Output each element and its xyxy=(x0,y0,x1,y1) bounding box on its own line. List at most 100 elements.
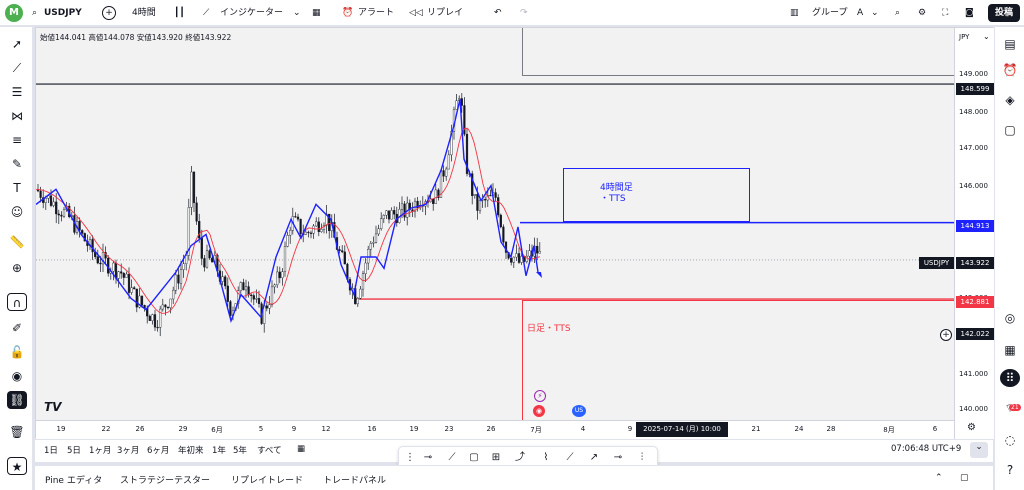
notifications-icon[interactable]: ◌ xyxy=(1004,433,1016,447)
emoji-icon[interactable]: ☺ xyxy=(10,205,24,219)
time-axis[interactable]: 192226296月5912161923267月4914182124288月6 … xyxy=(36,420,954,439)
pattern-icon[interactable]: ⋈ xyxy=(11,109,23,123)
undo-icon[interactable]: ↶ xyxy=(494,8,502,18)
apps-grid-icon[interactable]: ⠿ xyxy=(1000,369,1020,387)
scale-settings-icon[interactable]: ⚙ xyxy=(967,422,976,433)
fib-icon[interactable]: ≡ xyxy=(11,133,23,147)
indicators-icon[interactable]: ⟋ xyxy=(203,8,210,18)
interval-button[interactable]: 4時間 xyxy=(132,8,156,18)
chevron-down-icon[interactable]: ⌄ xyxy=(871,8,879,18)
ray-tool-icon[interactable]: ⊸ xyxy=(423,452,433,463)
footer-tab[interactable]: Pine エディタ xyxy=(45,476,103,486)
alert-button[interactable]: アラート xyxy=(358,8,395,18)
group-button[interactable]: グループ xyxy=(812,8,848,18)
layers-icon[interactable]: ◈ xyxy=(1005,93,1015,107)
ruler-icon[interactable]: 📏 xyxy=(9,235,25,249)
candle-body xyxy=(447,154,450,170)
trendline-tool-icon[interactable]: ⟋ xyxy=(448,452,456,463)
text-icon[interactable]: T xyxy=(13,181,21,195)
hline-tool-icon[interactable]: ⊸ xyxy=(613,452,623,463)
range-button[interactable]: 5年 xyxy=(233,446,247,456)
vline-tool-icon[interactable]: ⫶ xyxy=(640,452,644,463)
footer-tab[interactable]: トレードパネル xyxy=(323,476,387,486)
range-button[interactable]: すべて xyxy=(257,446,282,456)
grid-tool-icon[interactable]: ⊞ xyxy=(491,452,501,463)
symbol-button[interactable]: USDJPY xyxy=(44,8,82,18)
alerts-clock-icon[interactable]: ⏰ xyxy=(1002,63,1018,77)
help-icon[interactable]: ? xyxy=(1006,463,1014,477)
polyline-tool-icon[interactable]: ⌇ xyxy=(543,452,549,463)
favorites-star-icon[interactable]: ★ xyxy=(7,457,27,475)
drag-handle-icon[interactable]: ⋮ xyxy=(405,452,415,463)
camera-icon[interactable]: ◙ xyxy=(965,8,974,18)
indicators-button[interactable]: インジケーター xyxy=(220,8,284,18)
currency-label[interactable]: JPY xyxy=(959,33,970,41)
settings-gear-icon[interactable]: ⚙ xyxy=(918,8,927,18)
range-button[interactable]: 年初来 xyxy=(178,446,204,456)
earnings-event-icon[interactable]: ◉ xyxy=(533,405,545,417)
redo-icon[interactable]: ↷ xyxy=(520,8,528,18)
annotation-daily-text: 日足・TTS xyxy=(527,324,571,334)
candle-body xyxy=(60,214,63,217)
arrow-tool-icon[interactable]: ↗ xyxy=(589,452,599,463)
plot-area[interactable]: 始値144.041 高値144.078 安値143.920 終値143.922 … xyxy=(35,28,954,420)
crosshair-add-icon[interactable]: + xyxy=(940,329,952,341)
watchlist-icon[interactable]: ▤ xyxy=(1004,37,1016,51)
magnet-icon[interactable]: ∩ xyxy=(7,293,27,311)
footer-tab[interactable]: リプレイトレード xyxy=(231,476,304,486)
range-button[interactable]: 3ヶ月 xyxy=(117,446,140,456)
eye-icon[interactable]: ◉ xyxy=(11,369,23,383)
maximize-panel-icon[interactable]: ⌃ xyxy=(935,473,943,483)
fullscreen-icon[interactable]: ⛶ xyxy=(942,8,949,18)
layout-letter[interactable]: A xyxy=(857,8,864,18)
compare-add-icon[interactable]: + xyxy=(102,6,116,20)
link-icon[interactable]: ⛓ xyxy=(7,391,27,409)
range-button[interactable]: 5日 xyxy=(67,446,81,456)
dividend-event-icon[interactable]: ⚡ xyxy=(534,390,546,402)
calendar-icon[interactable]: ▦ xyxy=(1004,343,1016,357)
clock-text[interactable]: 07:06:48 UTC+9 xyxy=(891,444,962,454)
candle-body xyxy=(309,232,313,234)
annotation-box-4h[interactable]: 4時間足 ・TTS xyxy=(563,168,750,222)
zoom-in-icon[interactable]: ⊕ xyxy=(11,261,23,275)
collapse-icon[interactable]: ⌄ xyxy=(970,442,988,458)
rectangle-tool-icon[interactable]: ▢ xyxy=(469,452,479,463)
price-level-label: 147.000 xyxy=(959,144,988,152)
trendline-icon[interactable]: ⟋ xyxy=(12,61,22,75)
prior-range-box[interactable] xyxy=(522,28,954,76)
horizontal-lines-icon[interactable]: ☰ xyxy=(11,85,23,99)
profile-avatar[interactable]: M xyxy=(5,4,23,22)
goto-date-icon[interactable]: ▦ xyxy=(297,444,306,454)
range-button[interactable]: 6ヶ月 xyxy=(147,446,170,456)
cursor-icon[interactable]: ➚ xyxy=(11,37,23,51)
path-tool-icon[interactable]: ⤴ xyxy=(515,452,525,463)
brush-icon[interactable]: ✎ xyxy=(11,157,23,171)
lock-icon[interactable]: 🔓 xyxy=(9,345,25,359)
expand-panel-icon[interactable]: ▢ xyxy=(960,473,969,483)
replay-button[interactable]: リプレイ xyxy=(427,8,464,18)
quick-search-icon[interactable]: ⌕ xyxy=(895,8,901,18)
footer-tab[interactable]: ストラテジーテスター xyxy=(120,476,211,486)
dropdown-chevron-icon[interactable]: ⌄ xyxy=(293,8,301,18)
publish-button[interactable]: 投稿 xyxy=(988,4,1020,22)
currency-chevron-icon[interactable]: ⌄ xyxy=(983,32,990,41)
range-button[interactable]: 1日 xyxy=(44,446,58,456)
keep-drawing-icon[interactable]: ✐ xyxy=(11,321,23,335)
range-button[interactable]: 1年 xyxy=(212,446,226,456)
economic-event-flag-icon[interactable]: US xyxy=(572,405,586,417)
price-scale[interactable]: JPY ⌄ 149.000148.000147.000146.000145.00… xyxy=(954,28,994,439)
annotation-box-daily[interactable]: 日足・TTS xyxy=(522,300,954,420)
layout-columns-icon[interactable]: ▥ xyxy=(790,8,799,18)
replay-icon[interactable]: ◁◁ xyxy=(409,8,423,18)
line-tool-icon[interactable]: ⟋ xyxy=(566,452,574,463)
range-button[interactable]: 1ヶ月 xyxy=(89,446,112,456)
trash-icon[interactable]: 🗑 xyxy=(9,425,25,439)
symbol-search-icon[interactable]: ⌕ xyxy=(32,8,38,18)
templates-grid-icon[interactable]: ▦ xyxy=(312,8,321,18)
chat-icon[interactable]: ▢ xyxy=(1004,123,1016,137)
price-chart[interactable] xyxy=(35,28,954,420)
target-icon[interactable]: ◎ xyxy=(1004,311,1016,325)
alarm-icon[interactable]: ⏰ xyxy=(342,8,354,18)
chart-pane[interactable]: 始値144.041 高値144.078 安値143.920 終値143.922 … xyxy=(35,27,994,439)
candle-style-icon[interactable]: ┃┃ xyxy=(174,8,185,18)
